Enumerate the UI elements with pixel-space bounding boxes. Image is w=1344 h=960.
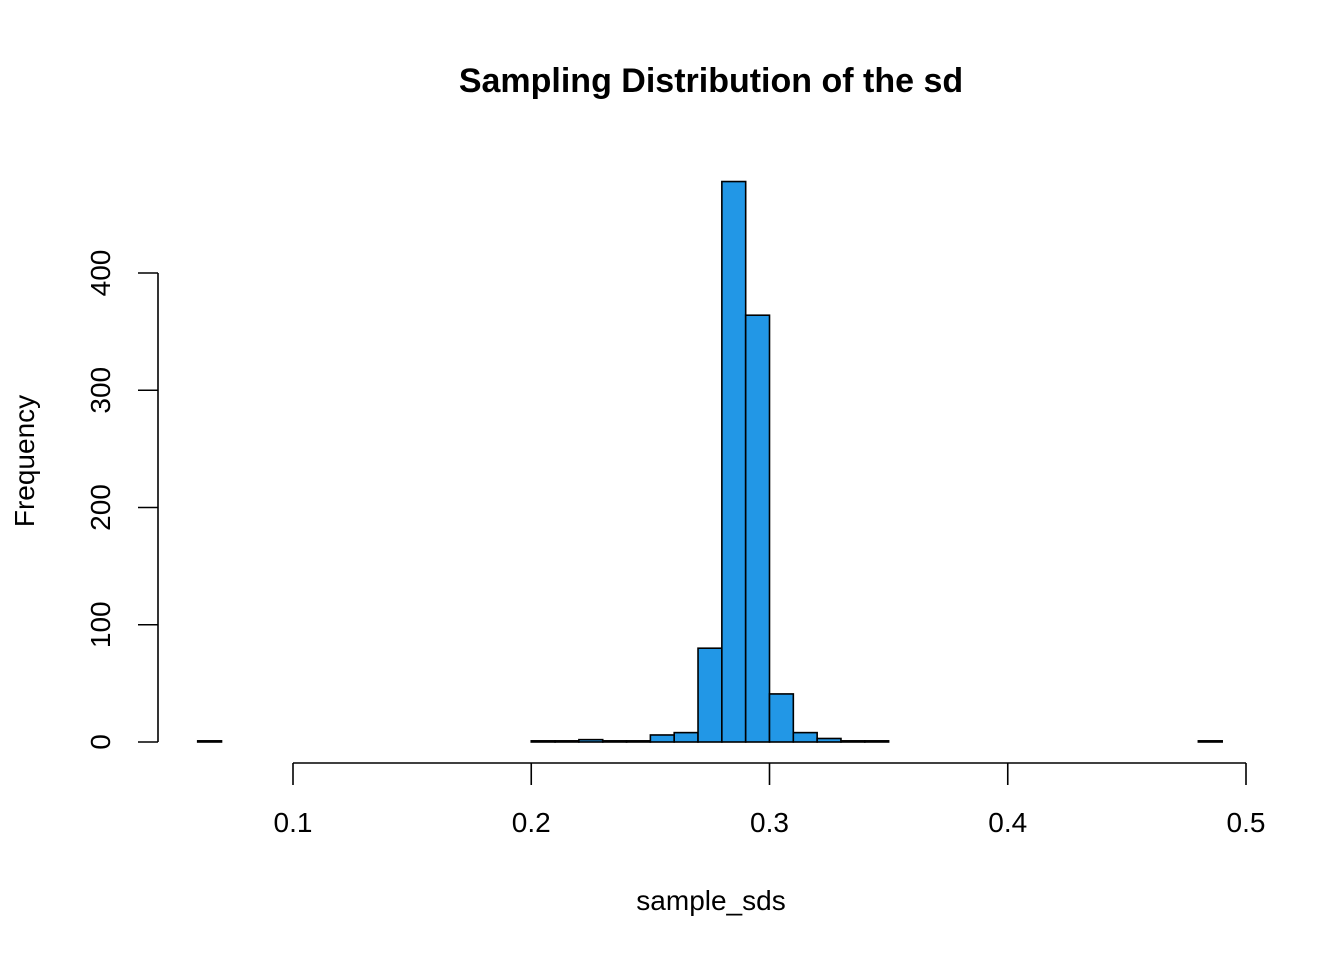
x-tick-label: 0.4 — [988, 807, 1027, 838]
y-axis: 0 100 200 300 400 — [85, 250, 159, 750]
histogram-bar — [649, 734, 676, 743]
histogram-bar — [697, 647, 723, 743]
chart-title: Sampling Distribution of the sd — [459, 62, 963, 100]
histogram-bar — [792, 731, 818, 743]
histogram-bar — [530, 740, 556, 743]
histogram-bar — [625, 740, 652, 743]
y-tick-label: 100 — [85, 601, 116, 648]
x-tick-label: 0.3 — [750, 807, 789, 838]
histogram-bar — [840, 740, 866, 743]
histogram-bar — [768, 693, 795, 743]
histogram-bar — [863, 740, 890, 743]
x-axis-label: sample_sds — [636, 885, 785, 916]
bars-group — [196, 180, 1223, 743]
y-tick-label: 0 — [85, 734, 116, 750]
histogram-bar — [601, 740, 628, 743]
histogram-bar — [554, 740, 580, 743]
histogram-bar — [816, 737, 842, 743]
histogram-bar — [196, 740, 223, 743]
x-tick-label: 0.2 — [512, 807, 551, 838]
histogram-bar — [578, 738, 604, 743]
x-tick-label: 0.5 — [1227, 807, 1266, 838]
y-tick-label: 200 — [85, 484, 116, 531]
histogram-bar — [1197, 740, 1223, 743]
y-tick-label: 300 — [85, 367, 116, 414]
histogram-bar — [744, 314, 771, 743]
histogram-bar — [721, 180, 747, 743]
y-axis-label: Frequency — [9, 395, 40, 527]
histogram-bar — [673, 731, 699, 743]
x-tick-label: 0.1 — [274, 807, 313, 838]
x-axis: 0.1 0.2 0.3 0.4 0.5 — [274, 762, 1266, 838]
y-tick-label: 400 — [85, 250, 116, 297]
